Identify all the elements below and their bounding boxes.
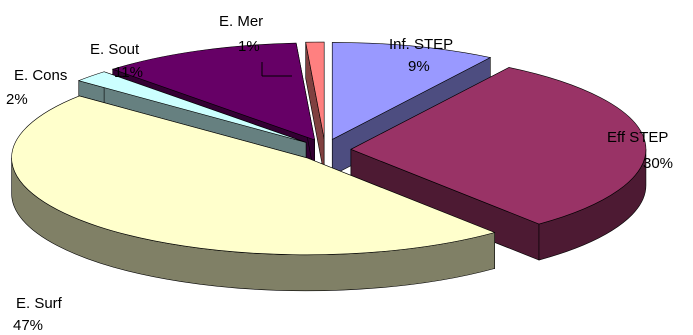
slice-label-e-sout: E. Sout bbox=[90, 41, 140, 58]
slice-top-e-cons bbox=[77, 71, 307, 143]
slice-value-e-mer: 1% bbox=[238, 38, 260, 55]
slice-label-e-mer: E. Mer bbox=[219, 13, 263, 30]
slice-top-e-surf bbox=[11, 95, 496, 256]
slice-top-inf-step bbox=[331, 42, 492, 140]
slice-label-eff-step: Eff STEP bbox=[607, 129, 668, 146]
pie-slices bbox=[11, 41, 647, 292]
slice-label-inf-step: Inf. STEP bbox=[389, 36, 453, 53]
slice-value-e-surf: 47% bbox=[13, 317, 43, 334]
slice-value-e-sout: 11% bbox=[114, 64, 143, 81]
slice-top-e-sout bbox=[111, 42, 316, 141]
pie-labels: Inf. STEP 9% Eff STEP 30% E. Surf 47% E.… bbox=[6, 13, 673, 334]
slice-label-e-cons: E. Cons bbox=[14, 67, 67, 84]
slice-value-inf-step: 9% bbox=[408, 58, 430, 75]
slice-value-eff-step: 30% bbox=[643, 155, 673, 172]
slice-top-e-mer bbox=[305, 41, 325, 140]
slice-label-e-surf: E. Surf bbox=[16, 295, 63, 312]
slice-top-eff-step bbox=[350, 67, 647, 225]
slice-value-e-cons: 2% bbox=[6, 91, 28, 108]
